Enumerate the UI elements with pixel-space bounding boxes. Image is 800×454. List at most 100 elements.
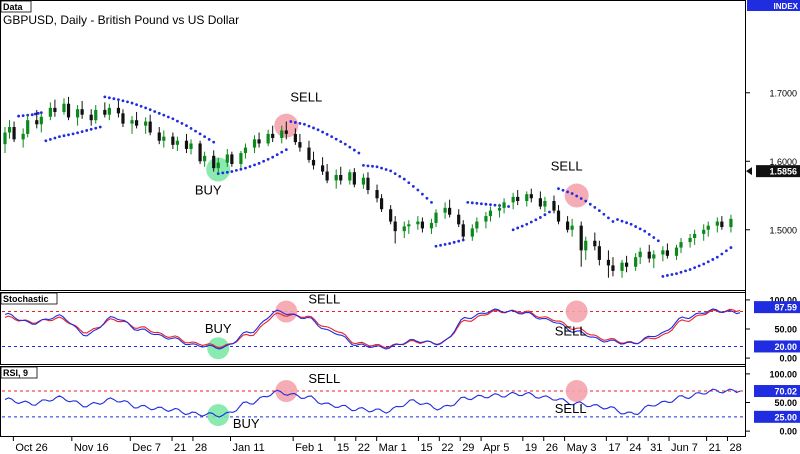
- sar-dot: [538, 216, 542, 219]
- x-tick-label: 15: [420, 442, 432, 454]
- candle-up: [434, 212, 438, 223]
- sar-dot: [221, 171, 225, 175]
- candle-down: [293, 133, 297, 143]
- candle-down: [311, 159, 316, 166]
- stochastic-series-k: [4, 308, 741, 350]
- stochastic-value-tag-box: [754, 301, 800, 314]
- sar-dot: [534, 218, 538, 222]
- sar-dot: [489, 203, 492, 207]
- sar-dot: [629, 222, 633, 226]
- candle-up: [361, 177, 366, 185]
- sar-dot: [366, 164, 370, 168]
- sar-dot: [702, 262, 706, 266]
- candle-up: [130, 120, 134, 124]
- candle-up: [21, 133, 25, 140]
- stochastic-sell-label: SELL: [555, 324, 587, 339]
- sar-dot: [475, 201, 479, 205]
- index-tag-box: [747, 0, 800, 11]
- candle-down: [611, 265, 615, 271]
- candle-down: [89, 114, 93, 121]
- candle-down: [420, 221, 425, 229]
- candle-down: [339, 174, 343, 181]
- sar-dot: [67, 133, 70, 137]
- candle-up: [7, 127, 12, 133]
- sar-dot: [670, 273, 674, 276]
- sar-dot: [470, 201, 474, 205]
- stochastic-panel-label-box: [0, 292, 58, 305]
- sar-dot: [466, 200, 470, 204]
- sar-dot: [139, 104, 143, 108]
- sar-dot: [398, 174, 402, 178]
- candle-up: [497, 207, 502, 211]
- rsi-value-tag-box: [754, 385, 800, 398]
- sar-dot: [715, 255, 719, 259]
- sar-dot: [720, 252, 724, 256]
- sar-dot: [448, 242, 452, 245]
- sar-dot: [457, 239, 461, 243]
- sar-dot: [638, 227, 642, 231]
- rsi-tick-label: 0.00: [779, 427, 797, 437]
- sar-dot: [597, 209, 601, 212]
- price-tick-label: 1.6000: [769, 157, 797, 167]
- candle-down: [230, 154, 234, 165]
- stochastic-value-tag: 87.59: [774, 303, 797, 313]
- x-tick-label: 17: [608, 442, 620, 454]
- sar-dot: [185, 124, 188, 128]
- candle-up: [62, 103, 66, 112]
- candle-up: [162, 136, 166, 141]
- x-tick-label: 22: [358, 442, 370, 454]
- candle-up: [216, 162, 220, 169]
- candle-up: [239, 153, 243, 165]
- rsi-value-tag: 70.02: [774, 387, 797, 397]
- x-tick-label: Feb 1: [295, 442, 323, 454]
- sar-dot: [280, 150, 284, 154]
- sar-dot: [384, 168, 388, 171]
- x-tick-label: 31: [650, 442, 662, 454]
- index-tag: INDEX: [774, 2, 799, 11]
- sar-dot: [389, 169, 393, 173]
- price-panel-label-box: [0, 0, 32, 13]
- sar-dot: [434, 244, 438, 248]
- sar-dot: [321, 130, 324, 134]
- sar-dot: [117, 98, 120, 102]
- sar-dot: [330, 135, 334, 139]
- candle-down: [665, 250, 670, 256]
- candle-up: [525, 194, 529, 202]
- sar-dot: [248, 165, 252, 168]
- sar-dot: [647, 232, 651, 236]
- sar-dot: [121, 99, 125, 103]
- candle-up: [475, 221, 479, 229]
- sar-dot: [230, 170, 234, 173]
- sar-dot: [289, 120, 293, 123]
- candle-up: [189, 143, 193, 149]
- sar-dot: [234, 169, 238, 172]
- candle-down: [307, 147, 311, 160]
- stochastic-panel-frame: [0, 292, 746, 365]
- candle-up: [416, 221, 420, 225]
- candle-up: [715, 221, 719, 226]
- sar-dot: [17, 114, 21, 118]
- sar-dot: [452, 240, 456, 244]
- sar-dot: [348, 145, 352, 149]
- candle-down: [448, 207, 452, 215]
- x-tick-label: Apr 5: [483, 442, 509, 454]
- sar-dot: [643, 229, 647, 233]
- rsi-sell-label: SELL: [555, 401, 587, 416]
- sar-dot: [570, 192, 574, 195]
- sar-dot: [375, 165, 379, 169]
- sar-dot: [284, 148, 288, 152]
- candle-down: [116, 107, 121, 114]
- candle-up: [688, 237, 692, 243]
- sar-dot: [275, 153, 279, 157]
- sar-dot: [656, 239, 660, 243]
- stochastic-value-tag-box: [754, 340, 800, 353]
- sar-dot: [634, 225, 638, 228]
- sar-dot: [162, 113, 166, 117]
- sar-dot: [135, 103, 138, 107]
- candle-down: [103, 109, 107, 115]
- candle-down: [66, 103, 71, 118]
- sar-dot: [257, 161, 261, 165]
- sar-dot: [334, 137, 338, 141]
- candle-down: [393, 221, 397, 232]
